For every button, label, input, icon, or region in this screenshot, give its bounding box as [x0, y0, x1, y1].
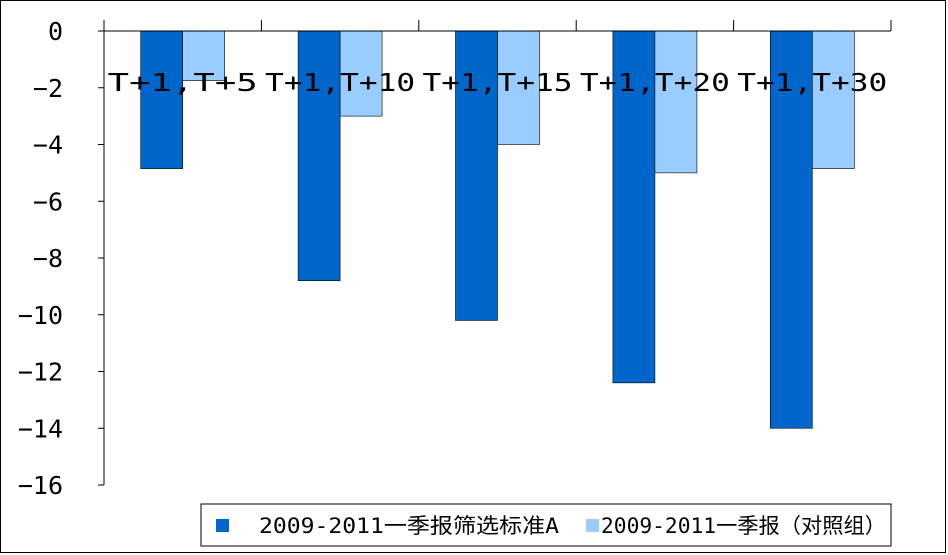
legend-swatch-2 [586, 519, 599, 532]
y-tick-label-7: −14 [18, 414, 63, 443]
legend-label-2: 2009-2011一季报（对照组） [601, 514, 886, 538]
bar-s2-5 [811, 30, 855, 169]
bar-s1-3 [455, 30, 498, 321]
bar-s2-3 [497, 30, 540, 145]
bar-s1-4 [612, 30, 656, 384]
bars-group [140, 30, 855, 429]
y-tick-label-8: −16 [18, 471, 63, 500]
y-tick-label-0: 0 [48, 17, 63, 46]
category-label-2: T+1,T+10 [265, 68, 415, 97]
bar-s2-2 [339, 30, 383, 117]
category-label-5: T+1,T+30 [737, 68, 887, 97]
category-label-4: T+1,T+20 [580, 68, 730, 97]
bar-s2-1 [182, 30, 225, 81]
category-label-3: T+1,T+15 [423, 68, 573, 97]
category-labels-group: T+1,T+5 T+1,T+10 T+1,T+15 T+1,T+20 T+1,T+30 [108, 68, 888, 97]
y-tick-label-3: −6 [33, 187, 63, 216]
legend-label-1: 2009-2011一季报筛选标准A [259, 514, 559, 538]
legend-box [200, 503, 892, 547]
legend: 2009-2011一季报筛选标准A 2009-2011一季报（对照组） [200, 503, 892, 547]
axes-group: 0 −2 −4 −6 −8 −10 −12 −14 −16 [18, 17, 892, 500]
y-tick-label-4: −8 [33, 244, 63, 273]
y-tick-label-5: −10 [18, 301, 63, 330]
legend-swatch-1 [216, 519, 229, 532]
category-label-1: T+1,T+5 [108, 68, 258, 97]
y-tick-label-6: −12 [18, 358, 63, 387]
y-tick-label-1: −2 [33, 74, 63, 103]
bar-s2-4 [654, 30, 698, 174]
y-tick-label-2: −4 [33, 131, 63, 160]
bar-s1-1 [140, 30, 183, 169]
bar-s1-5 [769, 30, 813, 429]
